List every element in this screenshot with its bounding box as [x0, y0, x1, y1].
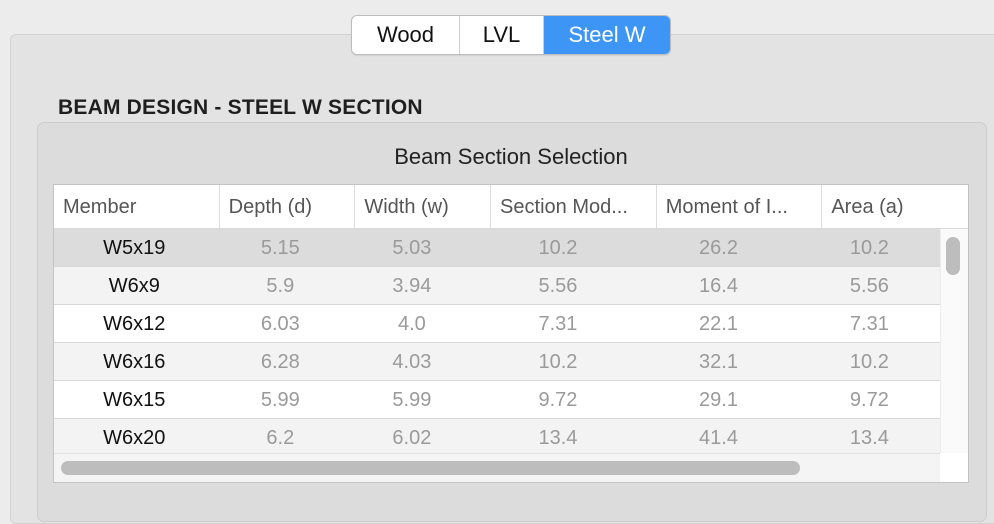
table-row[interactable]: W6x15 5.99 5.99 9.72 29.1 9.72 — [54, 381, 940, 419]
column-header-moment-of-inertia[interactable]: Moment of I... — [657, 185, 823, 229]
cell-depth: 5.15 — [260, 236, 300, 259]
vertical-scroll-thumb[interactable] — [946, 237, 960, 275]
cell-width: 4.03 — [392, 350, 432, 373]
cell-width: 5.99 — [392, 388, 432, 411]
column-header-width[interactable]: Width (w) — [355, 185, 492, 229]
cell-section-modulus: 9.72 — [538, 388, 578, 411]
cell-member: W6x20 — [103, 426, 166, 449]
cell-member: W6x16 — [103, 350, 166, 373]
material-segmented-control: Wood LVL Steel W — [351, 15, 671, 55]
column-header-member[interactable]: Member — [54, 185, 220, 229]
table-row[interactable]: W6x12 6.03 4.0 7.31 22.1 7.31 — [54, 305, 940, 343]
cell-section-modulus: 7.31 — [538, 312, 578, 335]
table-row[interactable]: W5x19 5.15 5.03 10.2 26.2 10.2 — [54, 229, 940, 267]
column-header-section-modulus[interactable]: Section Mod... — [491, 185, 657, 229]
cell-moment-of-inertia: 41.4 — [699, 426, 738, 449]
cell-area: 9.72 — [849, 388, 889, 411]
cell-width: 5.03 — [392, 236, 432, 259]
cell-width: 6.02 — [392, 426, 432, 449]
horizontal-scroll-thumb[interactable] — [61, 461, 800, 475]
cell-width: 3.94 — [392, 274, 432, 297]
table-header: Member Depth (d) Width (w) Section Mod..… — [54, 185, 968, 229]
column-header-area[interactable]: Area (a) — [831, 195, 904, 218]
cell-moment-of-inertia: 22.1 — [699, 312, 738, 335]
cell-area: 10.2 — [849, 236, 889, 259]
cell-moment-of-inertia: 32.1 — [699, 350, 738, 373]
column-header-depth[interactable]: Depth (d) — [220, 185, 356, 229]
cell-section-modulus: 5.56 — [538, 274, 578, 297]
beam-section-table: Member Depth (d) Width (w) Section Mod..… — [53, 184, 969, 483]
cell-width: 4.0 — [397, 312, 426, 335]
cell-depth: 5.9 — [266, 274, 295, 297]
section-title: BEAM DESIGN - STEEL W SECTION — [58, 96, 423, 119]
cell-section-modulus: 10.2 — [538, 236, 578, 259]
cell-member: W6x15 — [103, 388, 166, 411]
cell-section-modulus: 10.2 — [538, 350, 578, 373]
segment-lvl[interactable]: LVL — [460, 16, 544, 54]
cell-area: 5.56 — [849, 274, 889, 297]
cell-depth: 5.99 — [260, 388, 300, 411]
cell-area: 10.2 — [849, 350, 889, 373]
cell-moment-of-inertia: 29.1 — [699, 388, 738, 411]
table-body: W5x19 5.15 5.03 10.2 26.2 10.2 W6x9 5.9 … — [54, 229, 940, 457]
cell-depth: 6.2 — [266, 426, 295, 449]
table-row[interactable]: W6x20 6.2 6.02 13.4 41.4 13.4 — [54, 419, 940, 457]
cell-member: W6x12 — [103, 312, 166, 335]
cell-member: W5x19 — [103, 236, 166, 259]
cell-depth: 6.03 — [260, 312, 300, 335]
segment-wood[interactable]: Wood — [352, 16, 460, 54]
table-row[interactable]: W6x9 5.9 3.94 5.56 16.4 5.56 — [54, 267, 940, 305]
group-title: Beam Section Selection — [394, 144, 628, 169]
cell-member: W6x9 — [108, 274, 160, 297]
cell-moment-of-inertia: 26.2 — [699, 236, 738, 259]
cell-area: 13.4 — [849, 426, 889, 449]
cell-area: 7.31 — [849, 312, 889, 335]
cell-section-modulus: 13.4 — [538, 426, 578, 449]
table-row[interactable]: W6x16 6.28 4.03 10.2 32.1 10.2 — [54, 343, 940, 381]
cell-depth: 6.28 — [260, 350, 300, 373]
cell-moment-of-inertia: 16.4 — [699, 274, 738, 297]
segment-steel-w[interactable]: Steel W — [544, 16, 670, 54]
